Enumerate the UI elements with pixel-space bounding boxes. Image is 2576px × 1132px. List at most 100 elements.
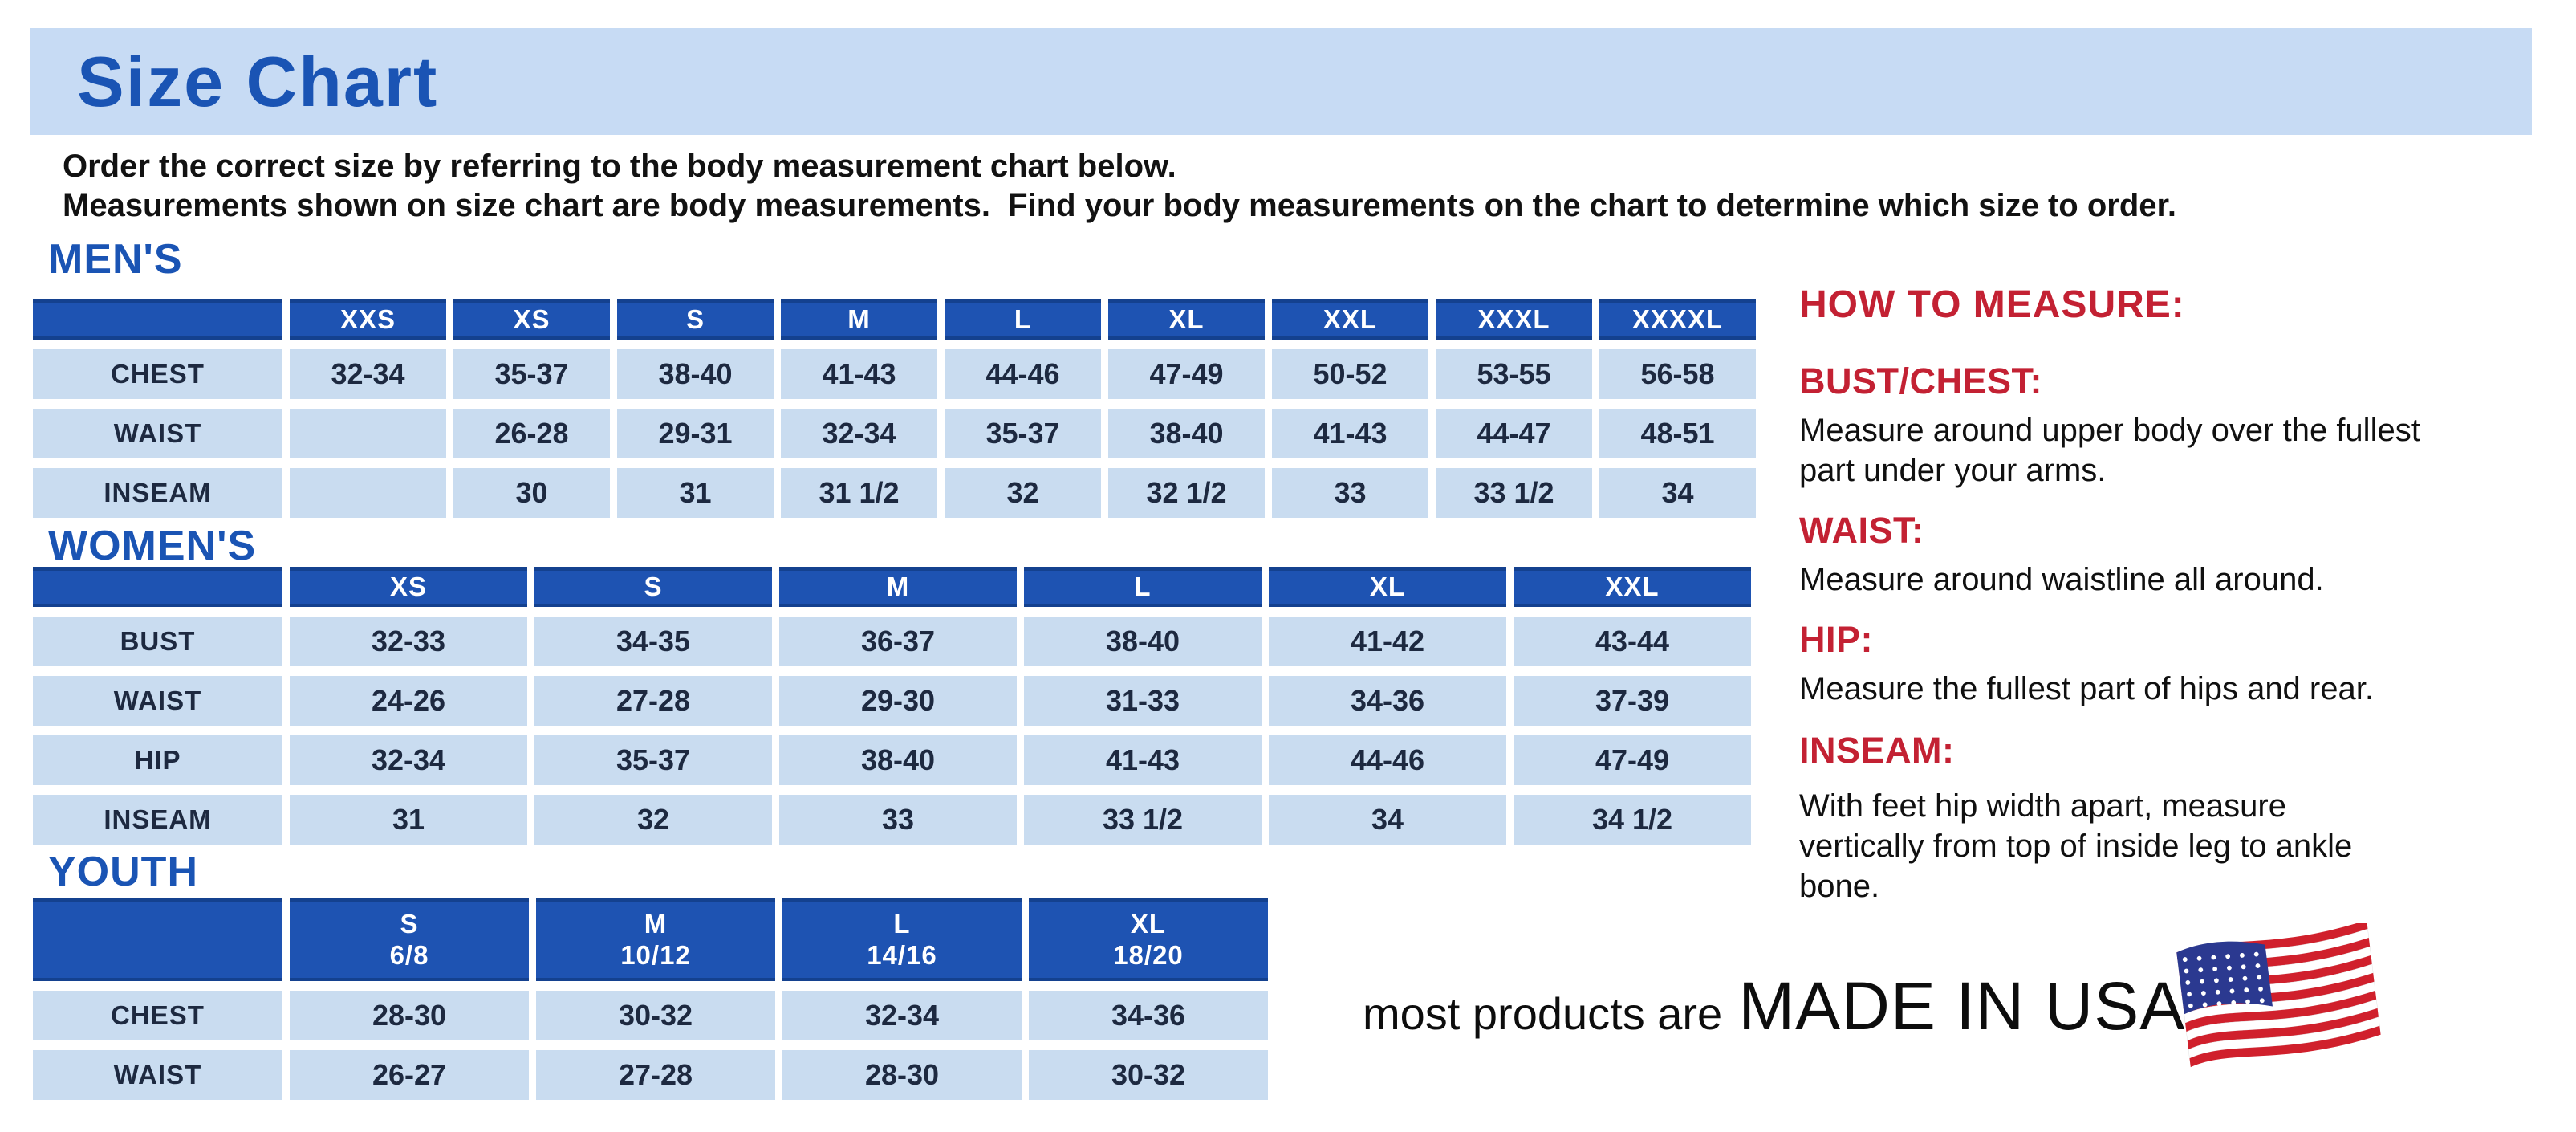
size-cell: 28-30 [782,1050,1022,1100]
size-cell: 34 [1269,795,1506,845]
row-label: WAIST [33,1050,282,1100]
size-cell: 35-37 [945,409,1101,458]
made-in-usa-prefix: most products are [1363,988,1723,1039]
column-header: S [617,299,774,340]
size-cell: 36-37 [779,617,1017,666]
measure-text-waist: Measure around waistline all around. [1799,562,2324,597]
size-cell: 50-52 [1272,349,1428,399]
title-banner: Size Chart [30,28,2532,135]
measure-label-hip: HIP: [1799,619,1873,660]
intro-line-1: Order the correct size by referring to t… [63,149,1176,184]
row-label: HIP [33,735,282,785]
column-header: M [781,299,937,340]
youth-size-table: S 6/8 M 10/12 L 14/16 XL 18/20 CHEST 28-30 30-32 32… [33,898,1268,1100]
column-header: XXL [1272,299,1428,340]
size-cell: 32-34 [290,349,446,399]
intro-line-2: Measurements shown on size chart are bod… [63,188,2176,223]
size-cell: 47-49 [1514,735,1751,785]
column-header: XXL [1514,567,1751,607]
size-cell: 29-31 [617,409,774,458]
size-cell [290,468,446,518]
size-cell: 48-51 [1599,409,1756,458]
column-header: L [945,299,1101,340]
size-cell: 32-33 [290,617,527,666]
size-cell: 47-49 [1108,349,1265,399]
size-cell: 30-32 [536,991,775,1040]
size-cell: 33 1/2 [1024,795,1262,845]
size-cell: 33 [779,795,1017,845]
size-cell: 28-30 [290,991,529,1040]
measure-label-bust-chest: BUST/CHEST: [1799,360,2043,401]
column-header: XS [290,567,527,607]
measure-label-inseam: INSEAM: [1799,730,1955,771]
table-corner-cell [33,898,282,981]
row-label: CHEST [33,349,282,399]
column-header: L 14/16 [782,898,1022,981]
page-title: Size Chart [77,41,439,121]
womens-size-table: XS S M L XL XXL BUST 32-33 34-35 36-37 38-40 41-42 4… [33,567,1751,845]
row-label: BUST [33,617,282,666]
size-cell: 27-28 [536,1050,775,1100]
row-label: WAIST [33,676,282,726]
size-cell: 32 [945,468,1101,518]
column-header: XXXL [1436,299,1592,340]
size-cell: 34 1/2 [1514,795,1751,845]
size-cell: 30-32 [1029,1050,1268,1100]
column-header: XL [1108,299,1265,340]
measure-text-hip: Measure the fullest part of hips and rea… [1799,671,2374,706]
size-cell: 29-30 [779,676,1017,726]
size-cell: 32 [534,795,772,845]
size-cell: 27-28 [534,676,772,726]
measure-text-bust-chest: Measure around upper body over the fulle… [1799,413,2420,488]
row-label: INSEAM [33,468,282,518]
size-cell: 31 [290,795,527,845]
size-cell: 24-26 [290,676,527,726]
mens-heading: MEN'S [48,236,183,283]
size-cell: 44-46 [945,349,1101,399]
row-label: INSEAM [33,795,282,845]
usa-flag-icon [2176,923,2381,1068]
size-cell: 34-36 [1269,676,1506,726]
size-cell: 41-43 [1024,735,1262,785]
size-cell: 41-43 [781,349,937,399]
row-label: WAIST [33,409,282,458]
size-cell: 33 1/2 [1436,468,1592,518]
size-cell: 33 [1272,468,1428,518]
youth-heading: YOUTH [48,849,198,895]
mens-size-table: XXS XS S M L XL XXL XXXL XXXXL CHEST 32-34 35-37 38-… [33,299,1756,518]
size-cell: 34 [1599,468,1756,518]
size-cell: 32-34 [781,409,937,458]
size-cell: 34-35 [534,617,772,666]
column-header: S 6/8 [290,898,529,981]
size-cell: 43-44 [1514,617,1751,666]
size-cell: 34-36 [1029,991,1268,1040]
size-cell: 37-39 [1514,676,1751,726]
size-cell: 53-55 [1436,349,1592,399]
how-to-measure-section: HOW TO MEASURE: BUST/CHEST: Measure arou… [1799,283,2497,906]
size-cell: 32 1/2 [1108,468,1265,518]
size-cell: 38-40 [779,735,1017,785]
column-header: XXXXL [1599,299,1756,340]
column-header: M [779,567,1017,607]
size-cell: 38-40 [1108,409,1265,458]
measure-label-waist: WAIST: [1799,510,1924,551]
size-cell: 44-46 [1269,735,1506,785]
column-header: XL 18/20 [1029,898,1268,981]
size-cell: 31 [617,468,774,518]
column-header: XS [453,299,610,340]
size-cell: 38-40 [617,349,774,399]
size-cell: 30 [453,468,610,518]
column-header: M 10/12 [536,898,775,981]
womens-heading: WOMEN'S [48,523,257,569]
size-cell: 41-42 [1269,617,1506,666]
size-cell: 35-37 [453,349,610,399]
how-to-measure-heading: HOW TO MEASURE: [1799,283,2185,326]
column-header: XL [1269,567,1506,607]
column-header: S [534,567,772,607]
size-cell: 44-47 [1436,409,1592,458]
made-in-usa-text: MADE IN USA [1738,968,2186,1044]
row-label: CHEST [33,991,282,1040]
size-cell [290,409,446,458]
size-cell: 26-28 [453,409,610,458]
